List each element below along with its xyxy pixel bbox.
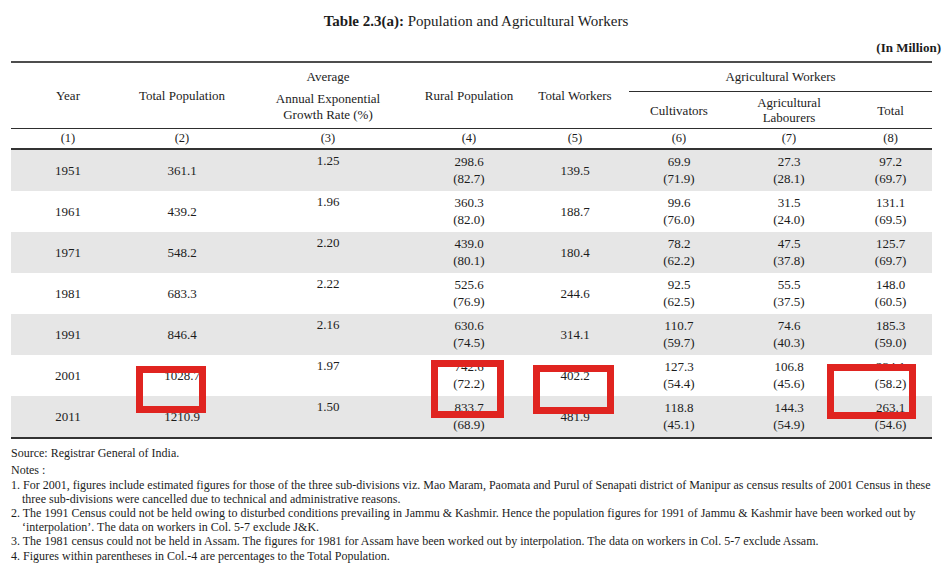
cell-year: 1981 xyxy=(11,273,125,314)
cell-agricultural-labourers: 55.5(37.5) xyxy=(729,273,849,314)
cell-agricultural-labourers: 74.6(40.3) xyxy=(729,314,849,355)
table-row: 20111210.91.50833.7(68.9)481.9118.8(45.1… xyxy=(11,396,932,438)
cell-total-population: 439.2 xyxy=(125,191,239,232)
cell-agricultural-labourers: 31.5(24.0) xyxy=(729,191,849,232)
population-table: Year Total Population Average Annual Exp… xyxy=(11,61,932,439)
document-page: Table 2.3(a): Population and Agricultura… xyxy=(0,0,952,565)
cell-total-population: 1028.7 xyxy=(125,355,239,396)
cell-agricultural-labourers: 47.5(37.8) xyxy=(729,232,849,273)
cell-rural: 439.0(80.1) xyxy=(417,232,521,273)
cell-cultivators: 127.3(54.4) xyxy=(629,355,729,396)
table-title-text: Population and Agricultural Workers xyxy=(404,13,628,29)
table-row: 1981683.32.22525.6(76.9)244.692.5(62.5)5… xyxy=(11,273,932,314)
table-header: Year Total Population Average Annual Exp… xyxy=(11,62,932,149)
cell-total-population: 846.4 xyxy=(125,314,239,355)
header-total-population: Total Population xyxy=(125,62,239,129)
cell-rural: 525.6(76.9) xyxy=(417,273,521,314)
col-number: (8) xyxy=(849,129,932,150)
col-number: (3) xyxy=(239,129,417,150)
header-growth-rate: Average Annual Exponential Growth Rate (… xyxy=(239,62,417,129)
table-body: 1951361.11.25298.6(82.7)139.569.9(71.9)2… xyxy=(11,149,932,438)
cell-year: 1991 xyxy=(11,314,125,355)
note-item: 2. The 1991 Census could not be held owi… xyxy=(11,507,942,534)
col-number: (7) xyxy=(729,129,849,150)
cell-cultivators: 110.7(59.7) xyxy=(629,314,729,355)
cell-total-workers: 244.6 xyxy=(521,273,629,314)
cell-cultivators: 99.6(76.0) xyxy=(629,191,729,232)
cell-rural: 360.3(82.0) xyxy=(417,191,521,232)
source-line: Source: Registrar General of India. xyxy=(11,446,952,461)
cell-total-workers: 314.1 xyxy=(521,314,629,355)
cell-growth-rate: 2.22 xyxy=(239,273,417,314)
cell-total-workers: 139.5 xyxy=(521,149,629,191)
header-agri-total: Total xyxy=(849,92,932,129)
header-year: Year xyxy=(11,62,125,129)
cell-agricultural-labourers: 144.3(54.9) xyxy=(729,396,849,438)
header-rural-population: Rural Population xyxy=(417,62,521,129)
cell-year: 2011 xyxy=(11,396,125,438)
column-number-row: (1) (2) (3) (4) (5) (6) (7) (8) xyxy=(11,129,932,150)
cell-total-workers: 481.9 xyxy=(521,396,629,438)
table-row: 1971548.22.20439.0(80.1)180.478.2(62.2)4… xyxy=(11,232,932,273)
header-agricultural-labourers: Agricultural Labourers xyxy=(729,92,849,129)
cell-cultivators: 69.9(71.9) xyxy=(629,149,729,191)
notes-label: Notes : xyxy=(11,463,952,478)
header-total-workers: Total Workers xyxy=(521,62,629,129)
cell-rural: 833.7(68.9) xyxy=(417,396,521,438)
cell-total: 131.1(69.5) xyxy=(849,191,932,232)
table-row: 1961439.21.96360.3(82.0)188.799.6(76.0)3… xyxy=(11,191,932,232)
col-number: (4) xyxy=(417,129,521,150)
cell-total-workers: 180.4 xyxy=(521,232,629,273)
cell-agricultural-labourers: 27.3(28.1) xyxy=(729,149,849,191)
cell-rural: 630.6(74.5) xyxy=(417,314,521,355)
cell-year: 1951 xyxy=(11,149,125,191)
note-item: 1. For 2001, figures include estimated f… xyxy=(11,479,942,506)
table-row: 1951361.11.25298.6(82.7)139.569.9(71.9)2… xyxy=(11,149,932,191)
cell-cultivators: 92.5(62.5) xyxy=(629,273,729,314)
cell-cultivators: 78.2(62.2) xyxy=(629,232,729,273)
cell-growth-rate: 1.97 xyxy=(239,355,417,396)
note-item: 4. Figures within parentheses in Col.-4 … xyxy=(11,550,942,564)
col-number: (1) xyxy=(11,129,125,150)
cell-year: 2001 xyxy=(11,355,125,396)
col-number: (5) xyxy=(521,129,629,150)
cell-rural: 298.6(82.7) xyxy=(417,149,521,191)
col-number: (6) xyxy=(629,129,729,150)
cell-year: 1961 xyxy=(11,191,125,232)
cell-total-population: 361.1 xyxy=(125,149,239,191)
cell-agricultural-labourers: 106.8(45.6) xyxy=(729,355,849,396)
cell-total-workers: 188.7 xyxy=(521,191,629,232)
unit-label: (In Million) xyxy=(0,40,952,58)
cell-total: 97.2(69.7) xyxy=(849,149,932,191)
table-row: 20011028.71.97742.6(72.2)402.2127.3(54.4… xyxy=(11,355,932,396)
table-row: 1991846.42.16630.6(74.5)314.1110.7(59.7)… xyxy=(11,314,932,355)
notes-list: 1. For 2001, figures include estimated f… xyxy=(11,479,942,565)
cell-total: 185.3(59.0) xyxy=(849,314,932,355)
header-agricultural-workers-group: Agricultural Workers xyxy=(629,62,932,92)
table-title-number: Table 2.3(a): xyxy=(324,13,404,29)
col-number: (2) xyxy=(125,129,239,150)
note-item: 3. The 1981 census could not be held in … xyxy=(11,535,942,549)
cell-total: 263.1(54.6) xyxy=(849,396,932,438)
cell-growth-rate: 1.25 xyxy=(239,149,417,191)
cell-year: 1971 xyxy=(11,232,125,273)
cell-growth-rate: 2.20 xyxy=(239,232,417,273)
cell-total-workers: 402.2 xyxy=(521,355,629,396)
cell-growth-rate: 2.16 xyxy=(239,314,417,355)
cell-rural: 742.6(72.2) xyxy=(417,355,521,396)
cell-cultivators: 118.8(45.1) xyxy=(629,396,729,438)
table-title: Table 2.3(a): Population and Agricultura… xyxy=(0,0,952,35)
header-cultivators: Cultivators xyxy=(629,92,729,129)
cell-total-population: 1210.9 xyxy=(125,396,239,438)
cell-growth-rate: 1.96 xyxy=(239,191,417,232)
cell-total: 234.1(58.2) xyxy=(849,355,932,396)
cell-total: 148.0(60.5) xyxy=(849,273,932,314)
cell-total-population: 683.3 xyxy=(125,273,239,314)
cell-total-population: 548.2 xyxy=(125,232,239,273)
cell-growth-rate: 1.50 xyxy=(239,396,417,438)
cell-total: 125.7(69.7) xyxy=(849,232,932,273)
